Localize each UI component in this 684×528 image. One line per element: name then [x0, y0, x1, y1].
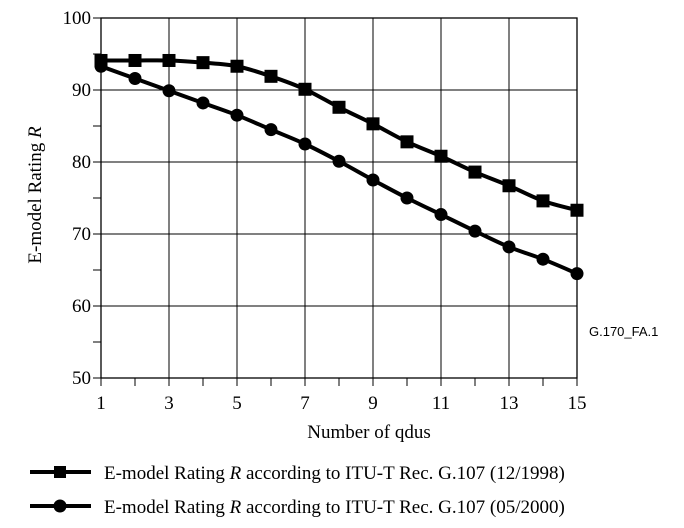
data-point-square-9: [400, 135, 414, 149]
data-point-square-11: [468, 165, 482, 179]
series-circle: [94, 59, 584, 281]
data-point-circle-10: [434, 208, 448, 222]
x-tick-labels: 1 3 5 7 9 11 13 15: [96, 393, 586, 414]
y-tick-label-3: 80: [72, 152, 91, 173]
y-axis-label: E-model Rating R: [25, 126, 46, 264]
data-point-square-8: [366, 117, 380, 131]
data-point-square-4: [230, 59, 244, 73]
data-point-circle-14: [570, 267, 584, 281]
x-tick-label-4: 9: [368, 393, 378, 414]
legend-marker-circle: [53, 499, 67, 513]
legend-marker-square: [54, 466, 66, 478]
y-tick-label-0: 50: [72, 368, 91, 389]
y-tick-labels: 50 60 70 80 90 100: [63, 8, 92, 389]
legend-label-square-variable: R: [229, 463, 242, 484]
y-tick-label-1: 60: [72, 296, 91, 317]
legend-label-circle-variable: R: [229, 497, 242, 518]
data-point-square-14: [570, 203, 584, 217]
x-tick-label-7: 15: [568, 393, 587, 414]
data-point-circle-2: [162, 84, 176, 98]
data-point-circle-6: [298, 137, 312, 151]
minor-ticks: [93, 17, 578, 386]
data-point-square-6: [298, 82, 312, 96]
data-point-circle-1: [128, 71, 142, 85]
legend-label-circle-suffix: according to ITU-T Rec. G.107 (05/2000): [241, 497, 565, 518]
y-axis-label-text: E-model Rating: [25, 138, 46, 264]
y-tick-label-2: 70: [72, 224, 91, 245]
data-point-square-5: [264, 69, 278, 83]
data-point-circle-12: [502, 240, 516, 254]
data-point-square-7: [332, 100, 346, 114]
x-tick-label-6: 13: [500, 393, 519, 414]
data-point-circle-13: [536, 252, 550, 266]
data-point-square-3: [196, 56, 210, 70]
plot-frame: [100, 17, 578, 379]
series-square: [94, 53, 584, 217]
x-tick-label-3: 7: [300, 393, 310, 414]
data-point-square-13: [536, 194, 550, 208]
series-layer: [94, 53, 584, 281]
y-tick-label-4: 90: [72, 80, 91, 101]
legend-label-square-suffix: according to ITU-T Rec. G.107 (12/1998): [241, 463, 565, 484]
figure-code: G.170_FA.1: [589, 324, 658, 339]
legend-label-circle: E-model Rating R according to ITU-T Rec.…: [104, 497, 565, 518]
data-point-circle-7: [332, 154, 346, 168]
legend-item-circle: E-model Rating R according to ITU-T Rec.…: [30, 497, 565, 518]
data-point-circle-11: [468, 224, 482, 238]
legend-label-square-prefix: E-model Rating: [104, 463, 230, 484]
x-axis-label: Number of qdus: [307, 422, 430, 443]
data-point-circle-0: [94, 59, 108, 73]
data-point-circle-9: [400, 191, 414, 205]
legend-label-square: E-model Rating R according to ITU-T Rec.…: [104, 463, 565, 484]
data-point-square-1: [128, 53, 142, 67]
x-tick-label-5: 11: [432, 393, 450, 414]
x-tick-label-0: 1: [96, 393, 106, 414]
y-tick-label-5: 100: [63, 8, 92, 29]
legend-item-square: E-model Rating R according to ITU-T Rec.…: [30, 463, 565, 484]
x-tick-label-2: 5: [232, 393, 242, 414]
data-point-square-10: [434, 149, 448, 163]
legend: E-model Rating R according to ITU-T Rec.…: [30, 463, 565, 518]
legend-label-circle-prefix: E-model Rating: [104, 497, 230, 518]
data-point-circle-8: [366, 173, 380, 187]
data-point-circle-4: [230, 108, 244, 122]
data-point-circle-3: [196, 96, 210, 110]
grid-lines: [100, 17, 578, 379]
y-axis-label-variable: R: [25, 126, 46, 139]
x-tick-label-1: 3: [164, 393, 174, 414]
data-point-square-2: [162, 53, 176, 67]
data-point-circle-5: [264, 123, 278, 137]
data-point-square-12: [502, 179, 516, 193]
